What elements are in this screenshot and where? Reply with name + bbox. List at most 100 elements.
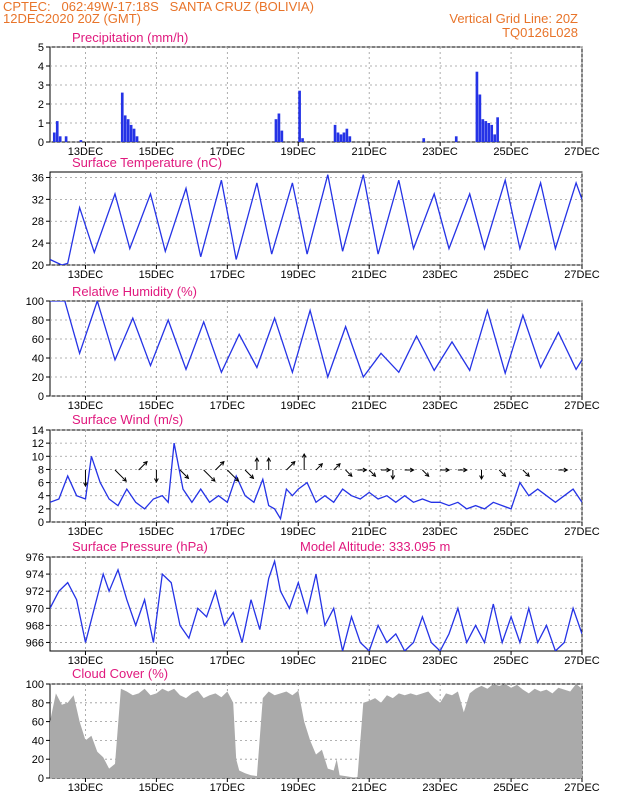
precip-bar [126, 119, 130, 142]
y-tick-label: 20 [32, 260, 44, 272]
x-tick-label: 13DEC [68, 146, 104, 158]
wind-arrow [215, 460, 225, 471]
wind-arrow [390, 470, 396, 481]
precip-bar [132, 128, 136, 142]
wind-arrow-head [424, 472, 430, 478]
y-tick-label: 12 [32, 438, 44, 450]
y-tick-label: 4 [38, 61, 44, 73]
y-tick-label: 60 [32, 334, 44, 346]
panel-title: Cloud Cover (%) [72, 666, 168, 681]
series-line [50, 558, 582, 651]
wind-arrow [345, 469, 353, 478]
x-tick-label: 25DEC [493, 400, 529, 412]
x-tick-label: 21DEC [351, 655, 387, 667]
wind-arrow-head [501, 472, 507, 478]
precip-bar [493, 134, 496, 142]
y-tick-label: 972 [26, 586, 44, 598]
precip-bar [64, 136, 68, 142]
wind-arrow [381, 467, 392, 473]
header-location: CPTEC: 062:49W-17:18S SANTA CRUZ (BOLIVI… [3, 0, 314, 14]
x-tick-label: 15DEC [139, 782, 175, 794]
x-tick-label: 21DEC [351, 782, 387, 794]
wind-arrow-head [83, 482, 88, 488]
precip-bar [333, 124, 337, 142]
x-tick-label: 27DEC [564, 526, 600, 538]
wind-arrow [558, 467, 569, 473]
wind-arrow-shaft [244, 469, 254, 479]
wind-arrow-head [479, 475, 484, 481]
y-tick-label: 3 [38, 80, 44, 92]
wind-arrow [315, 462, 324, 471]
precip-bar [484, 121, 488, 142]
wind-arrow-head [301, 452, 307, 458]
y-tick-label: 36 [32, 172, 44, 184]
x-tick-label: 17DEC [210, 146, 246, 158]
wind-arrow-head [184, 474, 190, 480]
wind-arrow-shaft [345, 469, 353, 477]
series-line [50, 442, 582, 521]
x-tick-label: 25DEC [493, 782, 529, 794]
plot-area [50, 442, 582, 521]
panel-frame [49, 429, 583, 523]
wind-arrow-head [210, 477, 216, 482]
wind-arrow [357, 467, 368, 473]
x-tick-label: 15DEC [139, 526, 175, 538]
wind-arrow-shaft [286, 461, 296, 471]
y-tick-label: 4 [38, 491, 44, 503]
y-tick-label: 0 [38, 391, 44, 403]
y-tick-label: 976 [26, 552, 44, 564]
wind-arrow [404, 467, 415, 473]
y-tick-label: 8 [38, 464, 44, 476]
x-tick-label: 27DEC [564, 655, 600, 667]
wind-arrow-head [409, 467, 415, 473]
wind-arrow [244, 469, 255, 480]
plot-area [50, 301, 582, 380]
x-tick-label: 21DEC [351, 269, 387, 281]
wind-arrow-head [254, 456, 260, 462]
wind-arrow [422, 469, 430, 478]
precip-bar [342, 132, 346, 142]
panel-title: Surface Wind (m/s) [72, 412, 183, 427]
y-tick-label: 5 [38, 42, 44, 54]
header-grid-note: Vertical Grid Line: 20Z [449, 11, 578, 26]
wind-arrow-shaft [333, 463, 341, 471]
panel-title: Precipitation (mm/h) [72, 30, 188, 45]
wind-arrow [254, 456, 260, 470]
wind-arrow-head [234, 477, 240, 482]
panel-title: Surface Temperature (nC) [72, 155, 222, 170]
panel-3: 0 20 40 60 80 100 13DEC 15DEC 17DEC 19DEC 21DEC 23D… [26, 284, 600, 412]
panel-frame [49, 300, 583, 397]
wind-arrow [301, 452, 307, 470]
precip-bar [422, 138, 426, 142]
precip-bar [496, 117, 499, 142]
wind-arrow-shaft [422, 469, 430, 477]
precip-bar [52, 132, 56, 142]
precip-bar [345, 128, 349, 142]
wind-arrow-head [154, 478, 159, 484]
wind-arrow-head [525, 472, 530, 478]
x-tick-label: 25DEC [493, 269, 529, 281]
precip-bar [58, 136, 62, 142]
precip-bar [123, 115, 127, 142]
y-tick-label: 100 [26, 679, 44, 691]
y-tick-label: 40 [32, 735, 44, 747]
wind-arrow [114, 469, 127, 482]
wind-arrow [522, 469, 530, 478]
precip-bar [277, 113, 281, 142]
wind-arrow-head [445, 467, 451, 473]
x-tick-label: 17DEC [210, 655, 246, 667]
x-tick-label: 15DEC [139, 146, 175, 158]
wind-arrow [440, 467, 451, 473]
panel-6: 0 20 40 60 80 100 13DEC 15DEC 17DEC 19DEC 21DEC 23D… [26, 666, 600, 794]
wind-arrow-head [371, 472, 377, 478]
precip-bar [478, 94, 482, 142]
wind-arrow [83, 470, 88, 488]
plot-area [52, 71, 499, 142]
wind-arrow-head [386, 467, 392, 473]
y-tick-label: 2 [38, 504, 44, 516]
wind-arrow-head [336, 462, 341, 468]
wind-arrow-shaft [203, 469, 216, 482]
wind-arrow-head [347, 472, 353, 478]
x-tick-label: 23DEC [422, 146, 458, 158]
precip-bar [475, 71, 479, 142]
